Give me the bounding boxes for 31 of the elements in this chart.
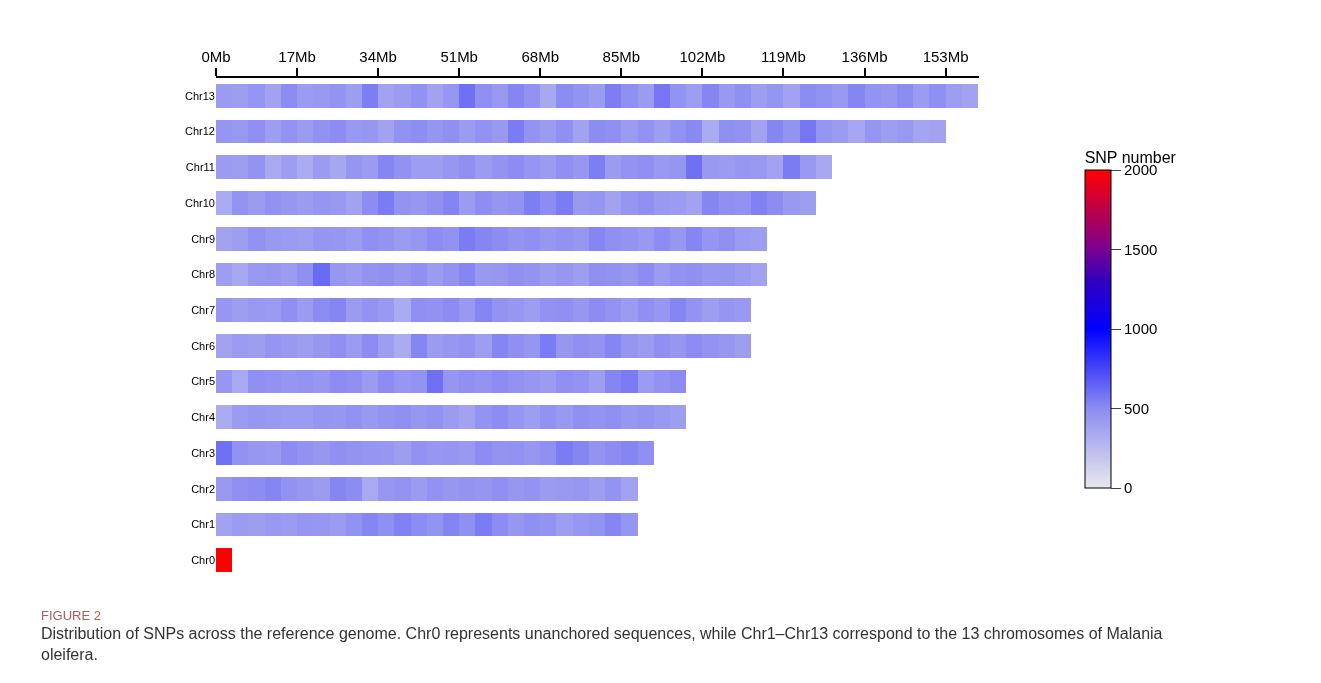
x-tick-label: 153Mb <box>922 48 969 65</box>
y-tick-label: Chr5 <box>191 375 215 388</box>
x-tick-label: 51Mb <box>440 48 478 65</box>
x-tick-label: 17Mb <box>278 48 316 65</box>
y-tick-label: Chr13 <box>185 89 215 102</box>
y-tick-label: Chr4 <box>191 411 215 424</box>
x-tick-label: 136Mb <box>841 48 888 65</box>
y-tick-label: Chr12 <box>185 125 215 138</box>
y-tick-label: Chr1 <box>191 518 215 531</box>
caption: FIGURE 2 <box>41 608 101 623</box>
y-tick-label: Chr7 <box>191 303 215 316</box>
y-tick-label: Chr2 <box>191 482 215 495</box>
color-bar-label: 500 <box>1124 399 1150 417</box>
y-tick-label: Chr3 <box>191 446 215 459</box>
color-bar-label: 1000 <box>1124 320 1158 338</box>
y-tick-label: Chr8 <box>191 268 215 281</box>
color-bar-label: 1500 <box>1124 240 1158 258</box>
color-bar-label: 0 <box>1124 479 1133 497</box>
x-tick-label: 102Mb <box>679 48 726 65</box>
y-tick-label: Chr11 <box>185 161 215 174</box>
x-tick-label: 119Mb <box>761 48 806 65</box>
text: Distribution of SNPs across the reference genome. Chr0 represents unanchored sequences, while Chr1–Chr13 correspond to the 13 chromosomes of Malania oleifera. <box>41 625 1163 663</box>
x-tick-label: 34Mb <box>359 48 397 65</box>
y-tick-label: Chr6 <box>191 339 215 352</box>
y-tick-label: Chr0 <box>191 553 215 566</box>
y-tick-label: Chr9 <box>191 232 215 245</box>
color-bar-title: SNP number <box>1084 148 1177 166</box>
x-tick-label: 85Mb <box>602 48 641 65</box>
x-tick-label: 0Mb <box>201 48 231 65</box>
y-tick-label: Chr10 <box>185 196 215 209</box>
x-tick-label: 68Mb <box>521 48 560 65</box>
